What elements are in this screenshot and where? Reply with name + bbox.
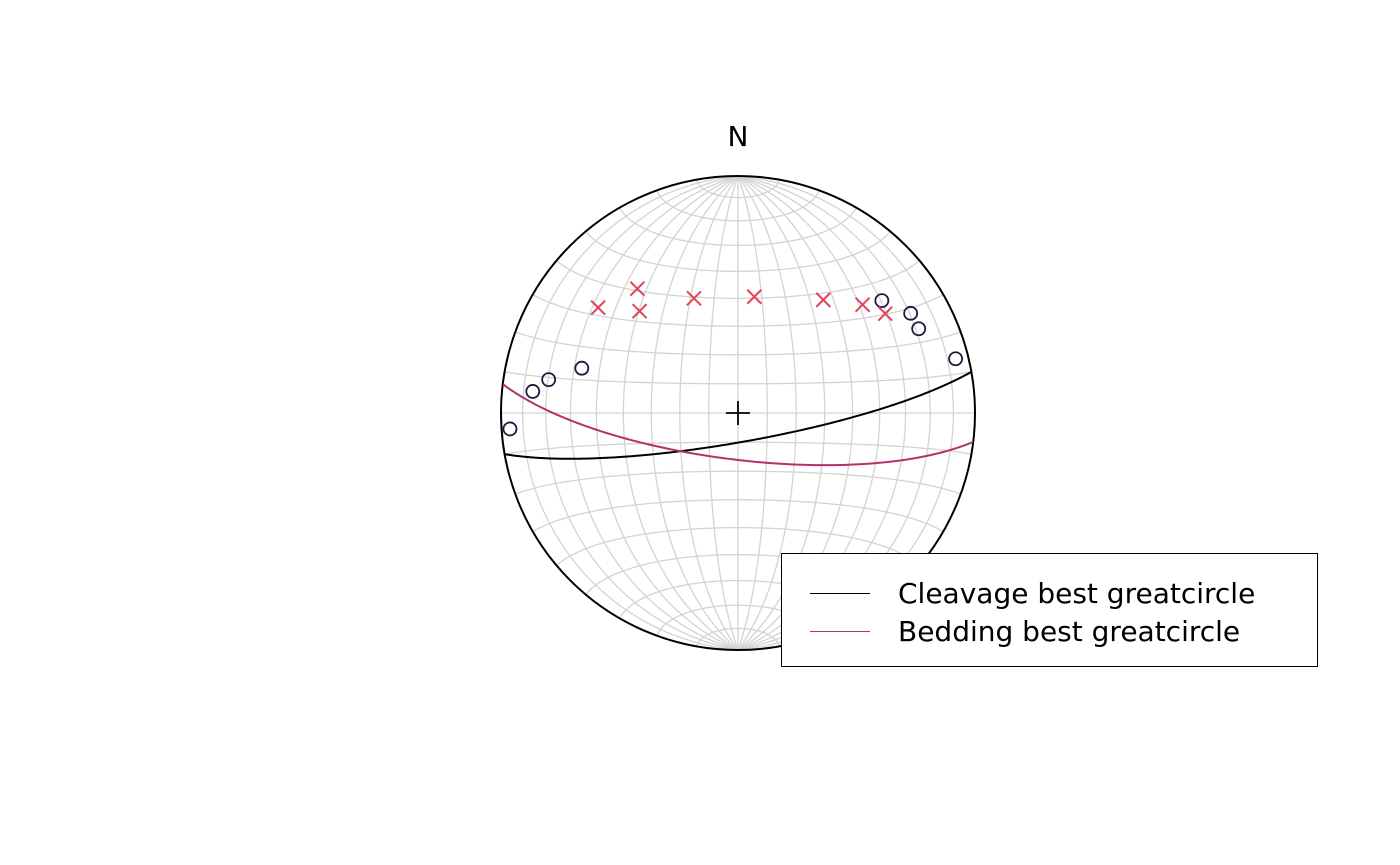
legend-label-cleavage: Cleavage best greatcircle	[898, 577, 1256, 610]
legend-item-cleavage: Cleavage best greatcircle	[782, 575, 1317, 613]
bedding-pole-marker	[854, 297, 871, 313]
north-label: N	[727, 120, 749, 153]
legend-item-bedding: Bedding best greatcircle	[782, 613, 1317, 651]
bedding-pole-marker	[877, 305, 893, 322]
cleavage-pole-marker	[541, 372, 557, 388]
great-circle-cleavage	[504, 370, 972, 460]
grid-parallel	[556, 260, 920, 300]
primitive-circle	[500, 175, 976, 651]
grid-parallel	[696, 627, 780, 647]
cleavage-pole-marker	[911, 321, 927, 337]
legend-swatch-bedding	[810, 631, 870, 632]
cleavage-pole-marker	[903, 305, 919, 321]
grid-parallel	[504, 371, 972, 385]
bedding-pole-marker	[746, 289, 763, 305]
cleavage-pole-marker	[574, 360, 590, 376]
legend: Cleavage best greatcircle Bedding best g…	[781, 553, 1318, 667]
bedding-pole-stroke	[631, 303, 648, 319]
bedding-pole-marker	[629, 281, 646, 297]
grid-parallel	[585, 231, 891, 273]
center-marker	[726, 401, 750, 425]
cleavage-pole-marker	[502, 421, 518, 437]
bedding-pole-stroke	[746, 289, 763, 305]
bedding-pole-stroke	[815, 292, 831, 308]
bedding-pole-stroke	[686, 290, 702, 307]
bedding-pole-marker	[631, 303, 648, 319]
bedding-pole-marker	[590, 299, 606, 316]
grid-parallel	[515, 331, 961, 356]
bedding-pole-marker	[686, 290, 702, 307]
grid-parallel	[515, 470, 961, 495]
bedding-pole-stroke	[629, 281, 646, 297]
great-circle-bedding	[502, 383, 974, 467]
data-points	[502, 281, 964, 437]
legend-label-bedding: Bedding best greatcircle	[898, 615, 1241, 648]
cleavage-pole-marker	[948, 351, 964, 367]
great-circles	[502, 370, 974, 467]
bedding-pole-stroke	[877, 305, 893, 322]
bedding-pole-stroke	[590, 299, 606, 316]
grid-parallel	[532, 499, 944, 533]
grid-parallel	[618, 207, 858, 247]
cleavage-pole-marker	[874, 293, 890, 309]
grid-parallel	[656, 190, 820, 222]
legend-swatch-cleavage	[810, 593, 870, 594]
grid-parallel	[696, 179, 780, 199]
grid-parallel	[556, 526, 920, 566]
cleavage-pole-marker	[525, 384, 541, 399]
bedding-pole-marker	[815, 292, 831, 308]
bedding-pole-stroke	[854, 297, 871, 313]
